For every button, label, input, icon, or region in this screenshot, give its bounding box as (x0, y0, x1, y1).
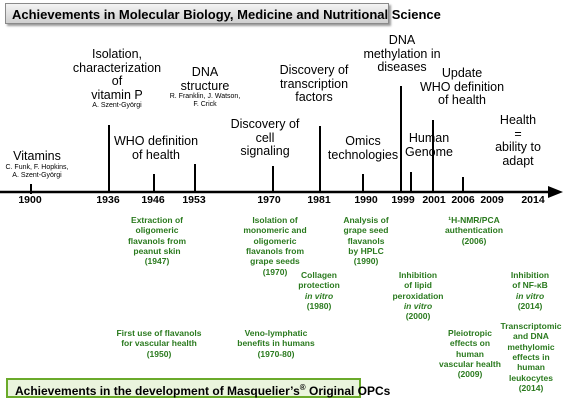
event-omics: Omics technologies (327, 134, 399, 162)
year-label: 1990 (354, 194, 378, 206)
event-human-genome: Human Genome (405, 131, 453, 159)
event-health-adapt: Health = ability to adapt (495, 113, 541, 168)
year-label: 1936 (96, 194, 120, 206)
event-vitamins: Vitamins C. Funk, F. Hopkins, A. Szent-G… (5, 149, 69, 179)
opc-lipid: Inhibition of lipid peroxidation in vitro (2… (392, 270, 444, 322)
opc-nmr: ¹H-NMR/PCA authentication (2006) (444, 215, 504, 246)
opc-nfkb: Inhibition of NF-κB in vitro (2014) (510, 270, 550, 312)
opc-hplc: Analysis of grape seed flavanols by HPLC (19… (343, 215, 389, 267)
opc-vascular-1950: First use of flavanols for vascular healt… (116, 328, 202, 359)
tick-1999 (400, 86, 402, 193)
year-label: 2009 (480, 194, 504, 206)
year-label: 2014 (521, 194, 545, 206)
tick-1981 (319, 126, 321, 193)
opc-collagen: Collagen protection in vitro (1980) (298, 270, 340, 312)
footer-banner: Achievements in the development of Masqu… (6, 378, 390, 398)
tick-1990 (362, 174, 364, 193)
year-label: 1999 (391, 194, 415, 206)
year-label: 1970 (257, 194, 281, 206)
event-who-1946: WHO definition of health (113, 134, 199, 162)
tick-1900 (30, 184, 32, 194)
event-who-update: Update WHO definition of health (419, 66, 505, 107)
year-label: 1900 (18, 194, 42, 206)
tick-1970 (272, 166, 274, 193)
event-dna-methylation: DNA methylation in diseases (363, 33, 441, 74)
tick-1953 (194, 164, 196, 193)
diagram-title: Achievements in Molecular Biology, Medic… (5, 3, 441, 24)
event-transcription: Discovery of transcription factors (279, 63, 349, 104)
event-vitamin-p: Isolation, characterization of vitamin P… (72, 47, 162, 109)
event-cell-signaling: Discovery of cell signaling (230, 117, 300, 158)
footer-text-end: Original OPCs (305, 384, 391, 398)
tick-1946 (153, 174, 155, 193)
footer-text: Achievements in the development of Masqu… (15, 384, 300, 398)
registered-mark: ® (299, 383, 306, 392)
tick-1936 (108, 125, 110, 193)
timeline-axis (0, 186, 563, 198)
opc-transcriptomic: Transcriptomic and DNA methylomic effects i… (500, 321, 562, 394)
tick-2006 (432, 120, 434, 193)
opc-peanut: Extraction of oligomeric flavanols from pea… (127, 215, 187, 267)
opc-pleiotropic: Pleiotropic effects on human vascular healt… (439, 328, 501, 380)
year-label: 1953 (182, 194, 206, 206)
axis-arrow (548, 186, 563, 198)
opc-veno: Veno-lymphatic benefits in humans (1970-80… (237, 328, 315, 359)
tick-2001 (410, 172, 412, 193)
event-dna-structure: DNA structure R. Franklin, J. Watson, F.… (169, 65, 241, 109)
tick-2009 (462, 177, 464, 193)
year-label: 1946 (141, 194, 165, 206)
opc-grape-seeds: Isolation of monomeric and oligomeric flava… (243, 215, 307, 277)
year-label: 2006 (451, 194, 475, 206)
year-label: 1981 (307, 194, 331, 206)
year-label: 2001 (422, 194, 446, 206)
